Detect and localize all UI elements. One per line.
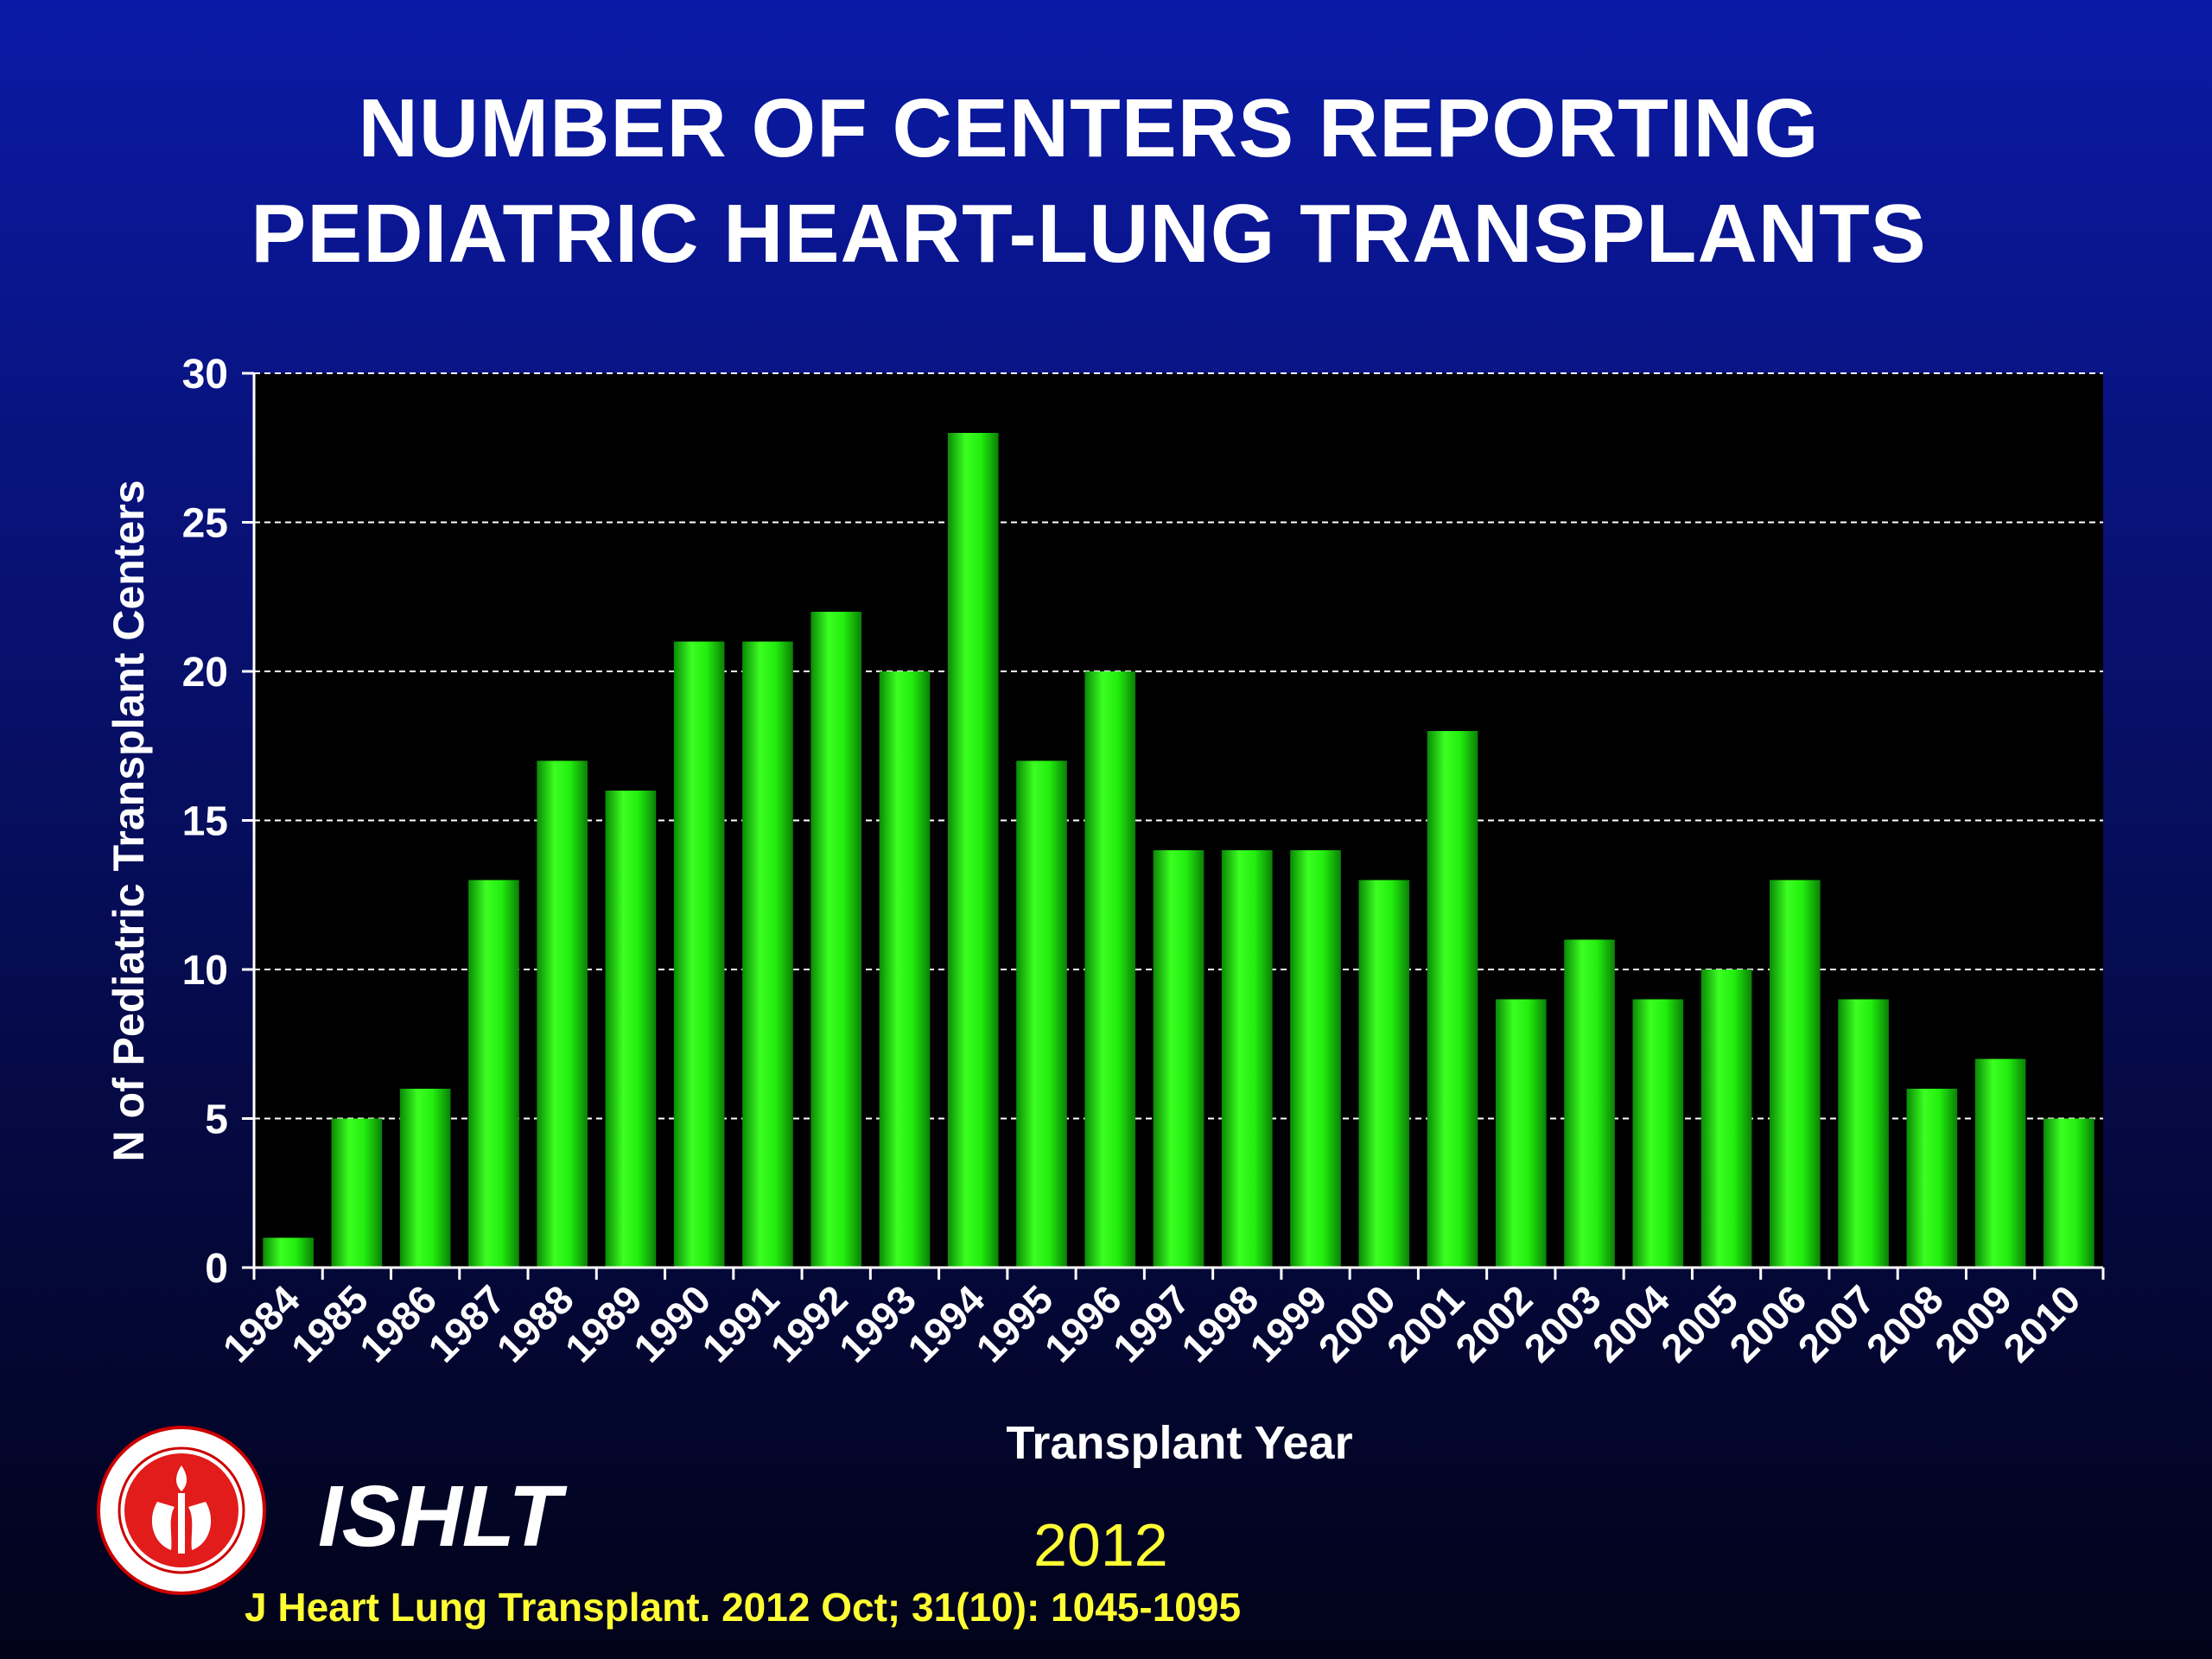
x-tick-label: 2000 (1310, 1276, 1404, 1370)
x-tick-label: 2010 (1994, 1276, 2088, 1370)
x-tick-label: 1990 (625, 1276, 719, 1370)
bar-1995 (1016, 760, 1067, 1268)
bar-2002 (1495, 999, 1547, 1268)
x-tick-label: 2004 (1584, 1276, 1678, 1370)
y-tick-labels: 0 5 10 15 20 25 30 (182, 352, 228, 1292)
x-tick-label: 1992 (762, 1276, 856, 1370)
x-tick-label: 1995 (967, 1276, 1061, 1370)
x-tick-label: 2003 (1515, 1276, 1609, 1370)
y-tick-label: 25 (182, 501, 228, 547)
title-line-2: PEDIATRIC HEART-LUNG TRANSPLANTS (251, 188, 1927, 280)
bars (263, 433, 2094, 1268)
x-tick-label: 1996 (1036, 1276, 1130, 1370)
x-tick-label: 1987 (419, 1276, 513, 1370)
x-tick-label: 1993 (830, 1276, 925, 1370)
x-axis-label: Transplant Year (1006, 1417, 1352, 1469)
bar-2010 (2044, 1118, 2094, 1268)
slide-title: NUMBER OF CENTERS REPORTING PEDIATRIC HE… (0, 76, 2177, 287)
title-line-1: NUMBER OF CENTERS REPORTING (358, 82, 1820, 175)
bar-1992 (810, 612, 862, 1268)
y-tick-label: 30 (182, 352, 228, 397)
x-tick-label: 2009 (1926, 1276, 2020, 1370)
bar-1985 (331, 1118, 383, 1268)
x-tick-label: 2001 (1378, 1276, 1472, 1370)
bar-1996 (1084, 671, 1136, 1268)
y-tick-label: 0 (205, 1246, 228, 1292)
report-year: 2012 (1033, 1511, 1168, 1579)
bar-1989 (605, 791, 657, 1268)
bar-1997 (1153, 850, 1205, 1268)
x-tick-label: 1985 (283, 1276, 377, 1370)
x-tick-label: 2007 (1789, 1276, 1884, 1370)
x-tick-label: 1997 (1104, 1276, 1198, 1370)
x-tick-label: 1994 (899, 1276, 993, 1370)
x-tick-label: 1998 (1173, 1276, 1267, 1370)
bar-2007 (1838, 999, 1889, 1268)
ishlt-logo (95, 1424, 268, 1601)
bar-2008 (1906, 1089, 1958, 1268)
ishlt-brand: ISHLT (318, 1468, 562, 1565)
x-tick-label: 1988 (488, 1276, 582, 1370)
bar-1991 (742, 641, 793, 1268)
x-tick-label: 2005 (1652, 1276, 1746, 1370)
x-tick-label: 2008 (1858, 1276, 1952, 1370)
x-tick-label: 1999 (1241, 1276, 1335, 1370)
y-tick-label: 5 (205, 1097, 228, 1143)
bar-1994 (947, 433, 999, 1268)
y-tick-label: 20 (182, 650, 228, 696)
bar-1987 (468, 880, 519, 1268)
x-tick-label: 1986 (351, 1276, 445, 1370)
bar-1986 (399, 1089, 451, 1268)
journal-citation: J Heart Lung Transplant. 2012 Oct; 31(10… (245, 1585, 1242, 1630)
bar-1998 (1221, 850, 1273, 1268)
y-tick-label: 10 (182, 948, 228, 994)
x-tick-label: 1991 (693, 1276, 787, 1370)
axes (242, 372, 2105, 1280)
bar-1993 (879, 671, 931, 1268)
bar-2004 (1632, 999, 1684, 1268)
bar-2003 (1564, 939, 1615, 1268)
bar-2005 (1700, 969, 1752, 1268)
x-tick-label: 2006 (1720, 1276, 1815, 1370)
y-axis-label: N of Pediatric Transplant Centers (105, 480, 153, 1161)
bar-1984 (263, 1237, 314, 1268)
x-tick-label: 1989 (556, 1276, 651, 1370)
bar-1988 (537, 760, 588, 1268)
bar-2000 (1358, 880, 1410, 1268)
x-tick-label: 2002 (1446, 1276, 1541, 1370)
bar-2006 (1770, 880, 1821, 1268)
bar-1990 (673, 641, 725, 1268)
x-tick-labels: 1984198519861987198819891990199119921993… (214, 1276, 2089, 1370)
bar-1999 (1290, 850, 1341, 1268)
bar-2009 (1974, 1058, 2026, 1268)
y-tick-label: 15 (182, 799, 228, 845)
bar-2001 (1427, 731, 1478, 1268)
